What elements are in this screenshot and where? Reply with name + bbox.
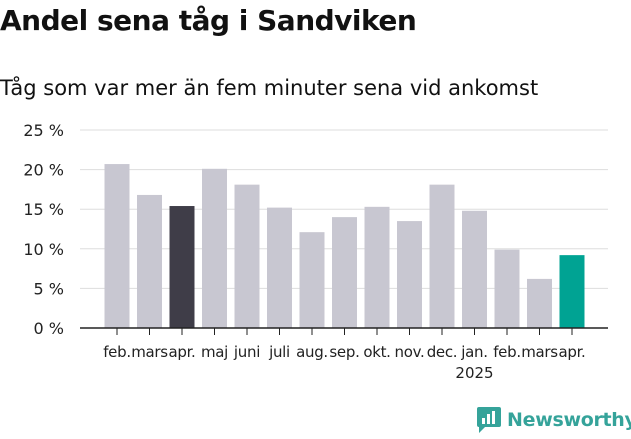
bar <box>429 184 455 328</box>
x-tick-label: nov. <box>395 343 425 361</box>
bar <box>299 232 325 328</box>
y-tick-label: 20 % <box>23 161 64 180</box>
y-tick-label: 25 % <box>23 121 64 140</box>
bar <box>462 210 487 328</box>
bar <box>332 217 357 328</box>
bar <box>169 206 195 328</box>
newsworthy-logo: Newsworthy <box>476 406 631 434</box>
bar <box>104 164 130 328</box>
y-tick-label: 10 % <box>23 240 64 259</box>
x-tick-label: aug. <box>296 343 328 361</box>
bar-chart: 0 %5 %10 %15 %20 %25 %feb. mars apr. maj jun… <box>23 121 608 382</box>
x-tick-label: apr. <box>168 343 195 361</box>
bar <box>137 194 162 328</box>
bar <box>364 206 390 328</box>
y-tick-label: 0 % <box>34 319 64 338</box>
bar <box>559 255 585 328</box>
x-year-label: 2025 <box>455 364 493 382</box>
bar <box>234 184 260 328</box>
x-tick-label: maj <box>201 343 228 361</box>
x-tick-label: juni <box>233 343 260 361</box>
x-tick-label: okt. <box>363 343 390 361</box>
newsworthy-logo-text: Newsworthy <box>507 409 631 431</box>
newsworthy-logo-icon <box>477 407 501 433</box>
bar <box>494 249 520 328</box>
chart-title: Andel sena tåg i Sandviken <box>0 4 417 37</box>
bar <box>527 278 552 328</box>
x-tick-label: mars <box>521 343 558 361</box>
x-tick-label: feb. <box>493 343 521 361</box>
x-tick-label: sep. <box>329 343 359 361</box>
bar <box>202 168 227 328</box>
x-tick-label: juli <box>268 343 290 361</box>
bar <box>267 207 292 328</box>
x-tick-label: jan. <box>460 343 487 361</box>
x-tick-label: mars <box>131 343 168 361</box>
chart-subtitle: Tåg som var mer än fem minuter sena vid … <box>0 76 539 100</box>
y-tick-label: 15 % <box>23 200 64 219</box>
x-tick-label: dec. <box>427 343 458 361</box>
bar <box>397 221 422 328</box>
y-tick-label: 5 % <box>34 279 64 298</box>
x-tick-label: apr. <box>558 343 585 361</box>
x-tick-label: feb. <box>103 343 131 361</box>
